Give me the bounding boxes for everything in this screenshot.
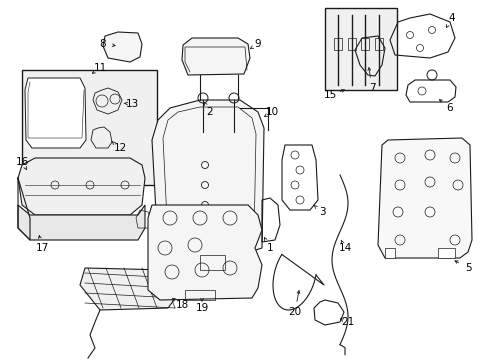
Polygon shape bbox=[152, 100, 264, 255]
Text: 12: 12 bbox=[113, 143, 126, 153]
Bar bbox=[22, 70, 157, 185]
Text: 1: 1 bbox=[266, 243, 273, 253]
Text: 16: 16 bbox=[15, 157, 29, 167]
Text: 3: 3 bbox=[318, 207, 325, 217]
Polygon shape bbox=[384, 248, 394, 258]
Text: 19: 19 bbox=[195, 303, 208, 313]
Polygon shape bbox=[182, 38, 249, 75]
Bar bbox=[325, 8, 396, 90]
Polygon shape bbox=[80, 268, 180, 310]
Text: 21: 21 bbox=[341, 317, 354, 327]
Text: 13: 13 bbox=[125, 99, 138, 109]
Polygon shape bbox=[103, 32, 142, 62]
Polygon shape bbox=[25, 78, 86, 148]
Text: 8: 8 bbox=[100, 39, 106, 49]
Text: 5: 5 bbox=[464, 263, 470, 273]
Text: 9: 9 bbox=[254, 39, 261, 49]
Text: 18: 18 bbox=[175, 300, 188, 310]
Text: 7: 7 bbox=[368, 83, 375, 93]
Polygon shape bbox=[148, 205, 262, 300]
Text: 20: 20 bbox=[288, 307, 301, 317]
Text: 4: 4 bbox=[448, 13, 454, 23]
Text: 11: 11 bbox=[93, 63, 106, 73]
Text: 2: 2 bbox=[206, 107, 213, 117]
Text: 6: 6 bbox=[446, 103, 452, 113]
Polygon shape bbox=[18, 158, 145, 215]
Text: 10: 10 bbox=[265, 107, 278, 117]
Text: 15: 15 bbox=[323, 90, 336, 100]
Text: 17: 17 bbox=[35, 243, 48, 253]
Text: 14: 14 bbox=[338, 243, 351, 253]
Polygon shape bbox=[437, 248, 454, 258]
Polygon shape bbox=[377, 138, 471, 258]
Polygon shape bbox=[18, 205, 145, 240]
